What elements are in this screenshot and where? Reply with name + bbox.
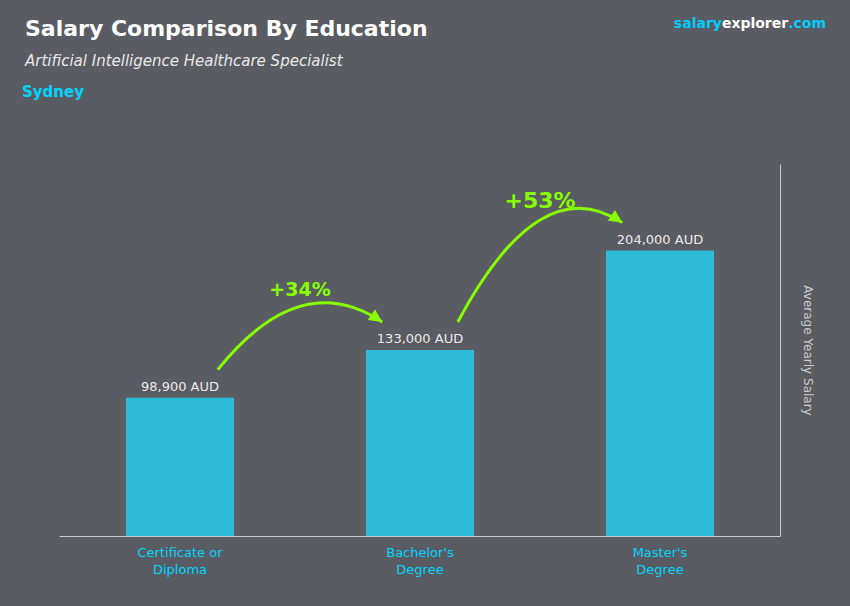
svg-text:Diploma: Diploma [153,562,207,577]
svg-text:Sydney: Sydney [22,83,84,101]
svg-text:+34%: +34% [269,278,330,300]
svg-text:Salary Comparison By Education: Salary Comparison By Education [25,16,428,41]
svg-text:Degree: Degree [396,562,443,577]
svg-text:Degree: Degree [636,562,683,577]
svg-text:133,000 AUD: 133,000 AUD [377,331,463,346]
svg-text:Bachelor's: Bachelor's [386,545,454,560]
svg-text:Certificate or: Certificate or [138,545,224,560]
svg-text:.com: .com [788,15,826,31]
svg-text:Master's: Master's [633,545,688,560]
svg-text:explorer: explorer [722,15,788,31]
svg-text:Artificial Intelligence Health: Artificial Intelligence Healthcare Speci… [24,52,344,70]
svg-text:204,000 AUD: 204,000 AUD [617,232,703,247]
svg-text:98,900 AUD: 98,900 AUD [141,379,219,394]
svg-text:Average Yearly Salary: Average Yearly Salary [801,285,815,415]
svg-text:salary: salary [674,15,722,31]
svg-text:+53%: +53% [504,188,575,213]
